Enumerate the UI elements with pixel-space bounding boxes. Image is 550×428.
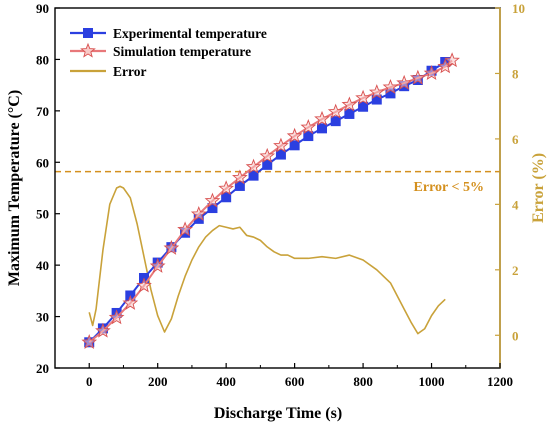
series-1 <box>81 52 460 349</box>
y-right-tick-label-0: 0 <box>512 328 519 343</box>
x-tick-label-0: 0 <box>86 374 93 389</box>
x-axis-title: Discharge Time (s) <box>214 405 342 422</box>
legend-marker-square <box>83 28 93 38</box>
data-point <box>410 69 426 85</box>
data-point <box>177 221 193 237</box>
data-point <box>314 110 330 126</box>
y-left-tick-label-6: 80 <box>36 52 49 67</box>
data-point <box>259 147 276 163</box>
axes: 0 200 400 600 800 1000 1200 20 30 40 50 60 70 80 90 0 2 4… <box>36 1 525 389</box>
data-point <box>371 94 382 105</box>
data-point <box>423 65 440 80</box>
data-point <box>273 137 289 153</box>
data-point <box>248 170 259 181</box>
data-point <box>300 119 317 134</box>
data-point <box>275 149 286 160</box>
data-point <box>355 89 371 105</box>
data-point <box>344 108 355 119</box>
y-right-tick-label-1: 2 <box>512 263 519 278</box>
data-point <box>232 169 248 185</box>
data-point <box>204 192 221 208</box>
data-point <box>262 159 273 170</box>
data-point <box>190 205 207 221</box>
x-tick-label-3: 600 <box>285 374 305 389</box>
y-left-tick-label-4: 60 <box>36 155 49 170</box>
data-point <box>218 180 234 196</box>
data-point <box>122 294 139 310</box>
y-right-tick-label-4: 8 <box>512 66 519 81</box>
y-left-tick-label-3: 50 <box>36 207 49 222</box>
data-point <box>303 131 314 142</box>
legend: Experimental temperature Simulation temp… <box>70 26 267 79</box>
y-left-tick-label-0: 20 <box>36 361 49 376</box>
data-point <box>330 116 341 127</box>
data-point <box>444 52 460 68</box>
data-point <box>358 101 369 112</box>
data-point <box>95 322 111 338</box>
data-point <box>163 239 180 255</box>
series-line-2 <box>88 185 446 335</box>
data-point <box>81 334 98 349</box>
series-layer <box>81 52 460 349</box>
data-point <box>221 192 232 203</box>
y-right-tick-label-2: 4 <box>512 197 519 212</box>
legend-marker-star <box>80 42 96 58</box>
legend-label-simulation: Simulation temperature <box>113 44 251 59</box>
data-point <box>317 123 327 134</box>
data-point <box>368 84 385 100</box>
data-point <box>207 203 218 214</box>
data-point <box>385 88 396 99</box>
data-point <box>341 96 358 112</box>
x-tick-label-1: 200 <box>148 374 168 389</box>
error-threshold-label: Error < 5% <box>414 180 484 195</box>
data-point <box>286 127 303 143</box>
data-point <box>245 158 262 174</box>
data-point <box>136 277 152 293</box>
series-2 <box>88 185 446 335</box>
y-right-tick-label-3: 6 <box>512 132 519 147</box>
data-point <box>108 309 125 325</box>
y-left-tick-label-5: 70 <box>36 104 49 119</box>
data-point <box>149 257 166 273</box>
y-left-tick-label-1: 30 <box>36 310 49 325</box>
data-point <box>289 140 300 151</box>
x-tick-label-6: 1200 <box>487 374 513 389</box>
data-point <box>193 213 204 224</box>
y-axis-right-title: Error (%) <box>530 153 547 223</box>
y-right-tick-label-5: 10 <box>512 1 525 16</box>
data-point <box>234 180 245 191</box>
data-point <box>327 103 344 119</box>
x-tick-label-4: 800 <box>353 374 373 389</box>
x-tick-label-5: 1000 <box>419 374 445 389</box>
data-point <box>382 78 399 94</box>
x-tick-label-2: 400 <box>216 374 236 389</box>
y-left-tick-label-7: 90 <box>36 1 49 16</box>
data-point <box>396 74 412 90</box>
y-left-tick-label-2: 40 <box>36 258 49 273</box>
legend-label-experimental: Experimental temperature <box>113 26 267 41</box>
legend-label-error: Error <box>113 64 147 79</box>
y-axis-left-title: Maximum Temperature (°C) <box>6 90 23 286</box>
